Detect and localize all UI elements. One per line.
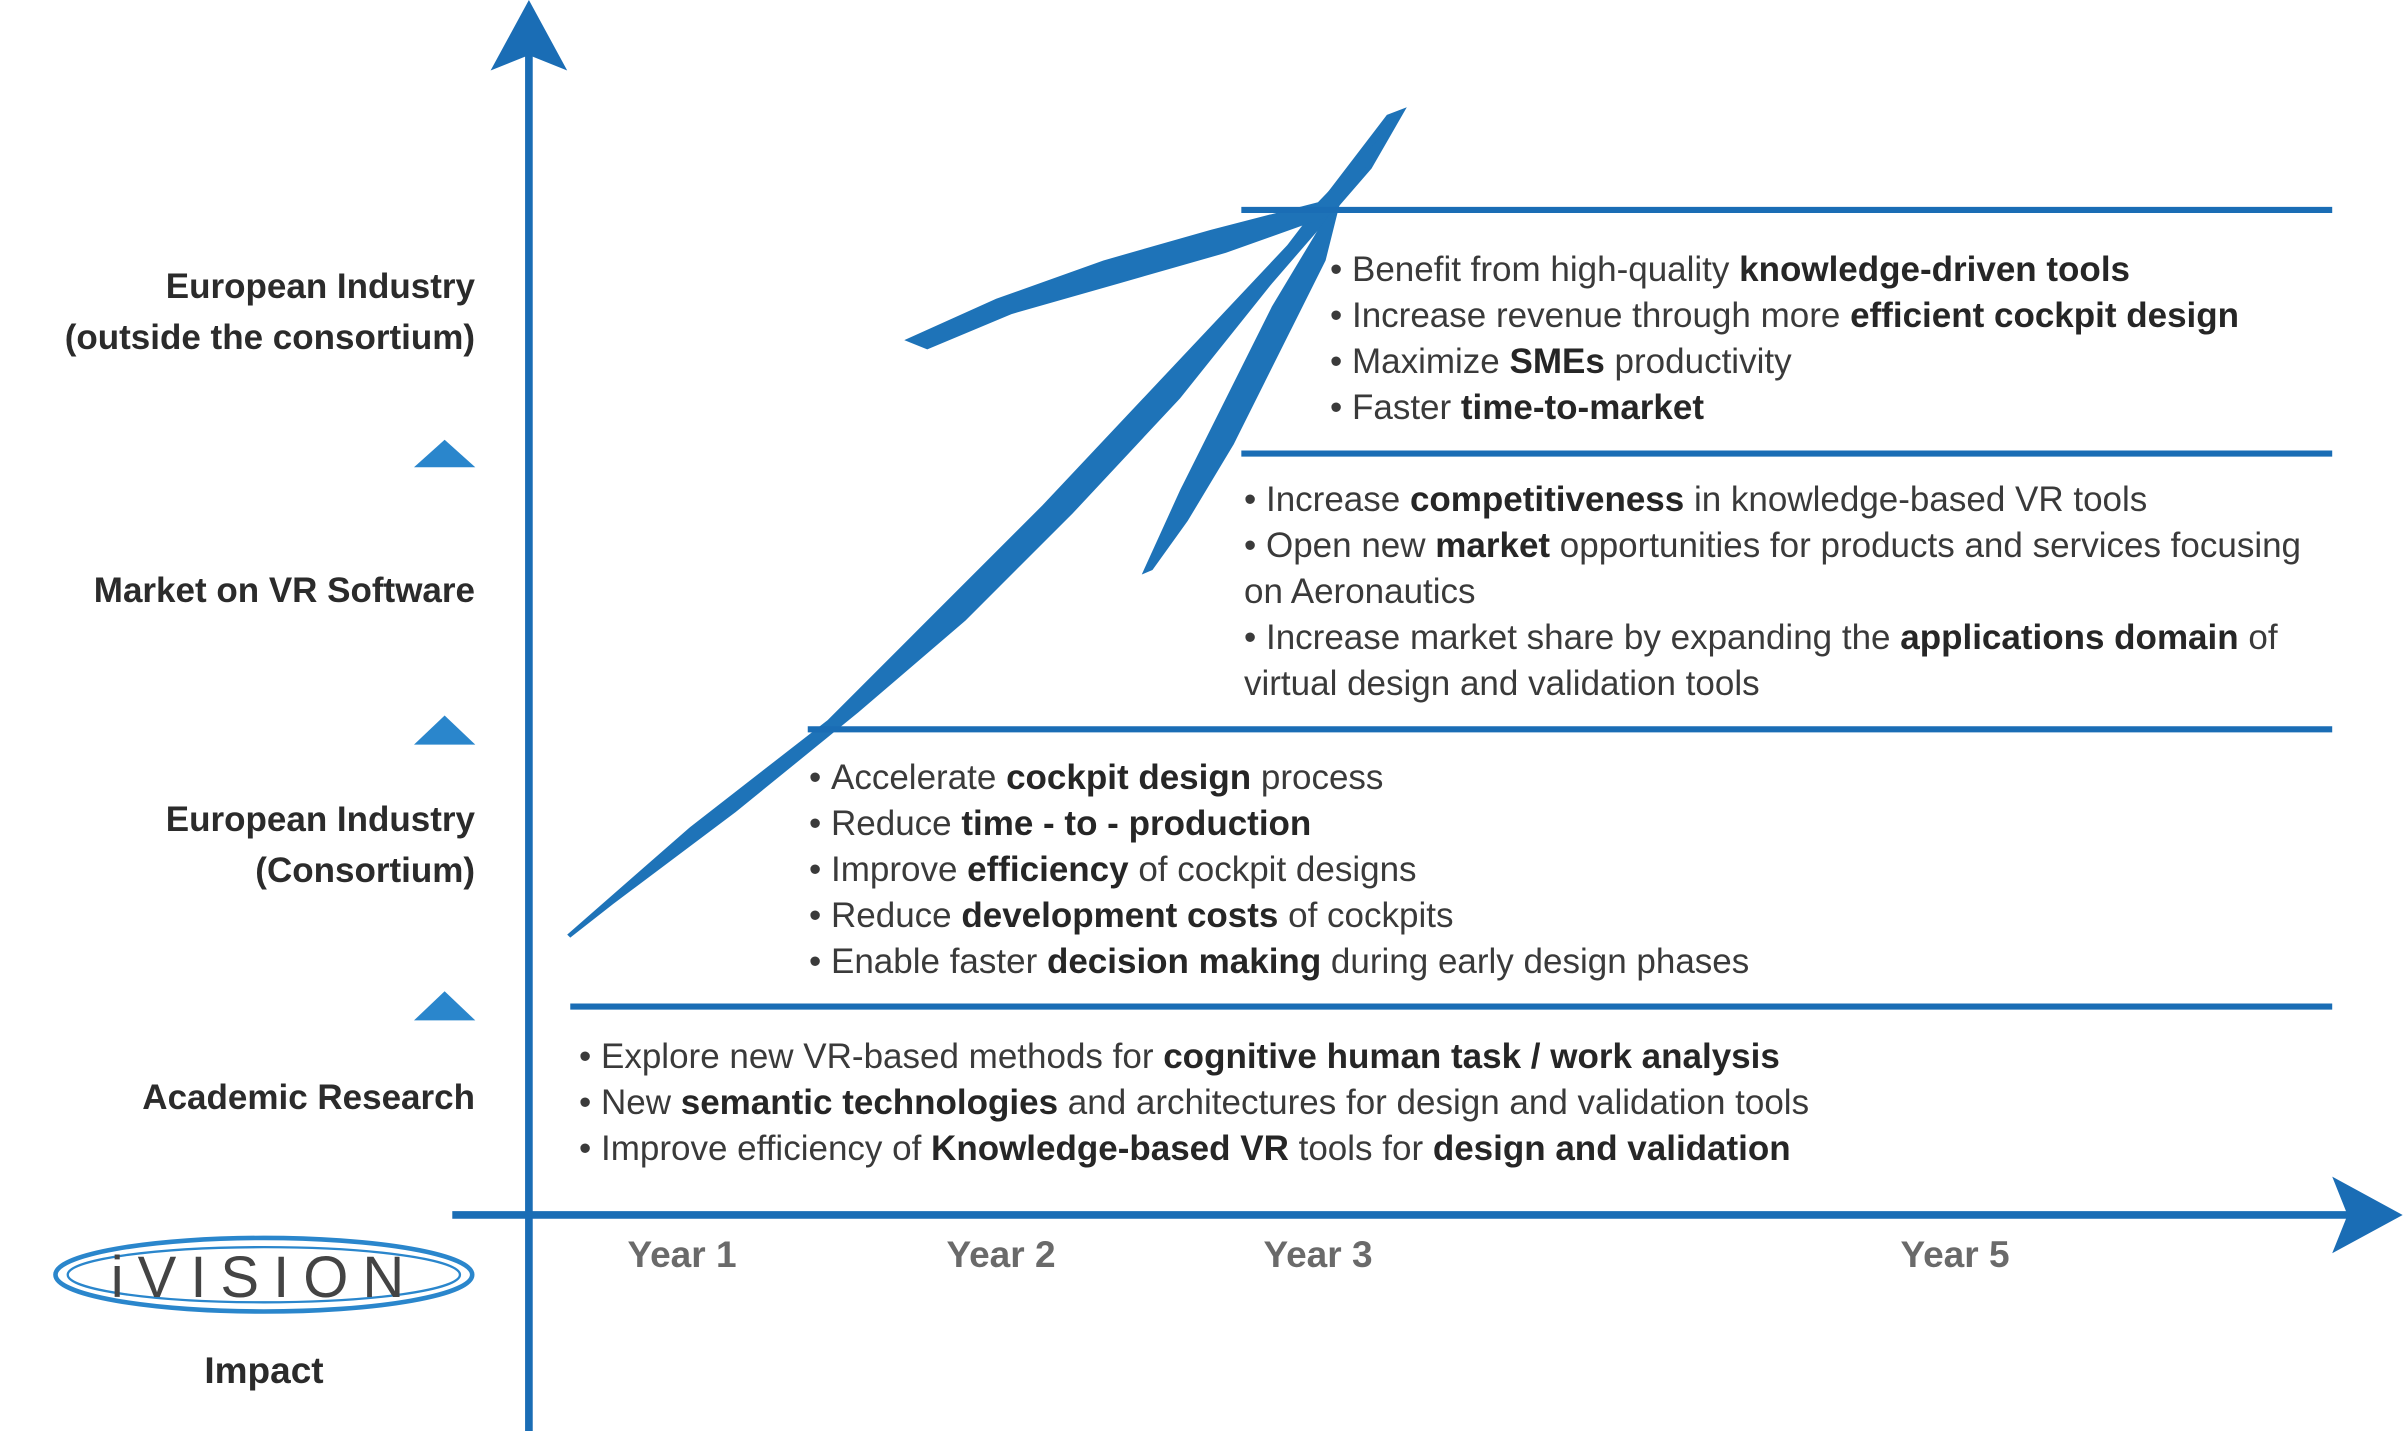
text: Reduce <box>830 896 962 935</box>
text: Faster <box>1351 388 1461 427</box>
text: in knowledge-based VR tools <box>1684 480 2148 519</box>
text: process <box>1251 758 1384 797</box>
bold-text: SMEs <box>1509 342 1605 381</box>
text: Increase market share by expanding the <box>1265 618 1901 657</box>
impact-group: Accelerate cockpit design processReduce … <box>809 755 2335 985</box>
bullet: Reduce development costs of cockpits <box>809 893 2335 939</box>
bullet: Benefit from high-quality knowledge-driv… <box>1330 247 2335 293</box>
text: Enable faster <box>830 942 1047 981</box>
level-line: European Industry <box>165 267 475 306</box>
bold-text: cockpit design <box>1006 758 1252 797</box>
text: New <box>600 1083 681 1122</box>
bullet: Enable faster decision making during ear… <box>809 939 2335 985</box>
text: opportunities for products and services … <box>1244 526 2302 611</box>
level-line: Market on VR Software <box>93 571 475 610</box>
text: of cockpits <box>1278 896 1454 935</box>
text: Improve efficiency of <box>600 1129 932 1168</box>
bold-text: development costs <box>961 896 1279 935</box>
bullet: Improve efficiency of Knowledge-based VR… <box>579 1126 2335 1172</box>
text: Increase <box>1265 480 1410 519</box>
bold-text: semantic technologies <box>680 1083 1059 1122</box>
bullet: Open new market opportunities for produc… <box>1244 523 2335 615</box>
axis-label: Impact <box>204 1350 324 1391</box>
impact-group: Increase competitiveness in knowledge-ba… <box>1244 477 2335 707</box>
level-line: Academic Research <box>142 1078 475 1117</box>
bold-text: design and validation <box>1432 1129 1791 1168</box>
bullet: Maximize SMEs productivity <box>1330 339 2335 385</box>
level-line: European Industry <box>165 800 475 839</box>
brush-arrow <box>567 107 1407 938</box>
level-line: (outside the consortium) <box>64 318 475 357</box>
bullet: Accelerate cockpit design process <box>809 755 2335 801</box>
level-label: European Industry (Consortium) <box>166 794 475 896</box>
year-label: Year 2 <box>946 1234 1056 1275</box>
level-label: Market on VR Software <box>94 565 475 616</box>
year-label: Year 1 <box>627 1234 737 1275</box>
text: productivity <box>1604 342 1792 381</box>
bold-text: time-to-market <box>1460 388 1705 427</box>
bullet: Improve efficiency of cockpit designs <box>809 847 2335 893</box>
bullet: Increase competitiveness in knowledge-ba… <box>1244 477 2335 523</box>
text: and architectures for design and validat… <box>1058 1083 1810 1122</box>
text: of cockpit designs <box>1128 850 1417 889</box>
bold-text: market <box>1435 526 1551 565</box>
text: Accelerate <box>830 758 1007 797</box>
bold-text: applications domain <box>1900 618 2239 657</box>
bold-text: efficiency <box>967 850 1129 889</box>
year-label: Year 3 <box>1263 1234 1373 1275</box>
impact-group: Benefit from high-quality knowledge-driv… <box>1330 247 2335 431</box>
bold-text: decision making <box>1046 942 1322 981</box>
impact-group: Explore new VR-based methods for cogniti… <box>579 1034 2335 1172</box>
text: of virtual design and validation tools <box>1244 618 2278 703</box>
level-label: European Industry (outside the consortium… <box>65 261 475 363</box>
text: Open new <box>1265 526 1436 565</box>
bullet: Faster time-to-market <box>1330 385 2335 431</box>
text: Increase revenue through more <box>1351 296 1851 335</box>
bold-text: competitiveness <box>1409 480 1685 519</box>
bullet: Explore new VR-based methods for cogniti… <box>579 1034 2335 1080</box>
separators <box>570 206 2333 1010</box>
bold-text: cognitive human task / work analysis <box>1163 1037 1780 1076</box>
bold-text: efficient cockpit design <box>1850 296 2240 335</box>
level-arrows <box>413 439 476 1021</box>
bold-text: time - to - production <box>961 804 1312 843</box>
level-line: (Consortium) <box>255 851 475 890</box>
bullet: Increase revenue through more efficient … <box>1330 293 2335 339</box>
text: Benefit from high-quality <box>1351 250 1740 289</box>
text: Explore new VR-based methods for <box>600 1037 1164 1076</box>
bullet: Increase market share by expanding the a… <box>1244 615 2335 707</box>
text: tools for <box>1288 1129 1433 1168</box>
bullet: New semantic technologies and architectu… <box>579 1080 2335 1126</box>
text: Improve <box>830 850 968 889</box>
text: Maximize <box>1351 342 1510 381</box>
axes <box>452 0 2403 1431</box>
logo: iVISION <box>110 1245 419 1310</box>
text: during early design phases <box>1321 942 1750 981</box>
text: Reduce <box>830 804 962 843</box>
level-label: Academic Research <box>142 1072 475 1123</box>
bold-text: Knowledge-based VR <box>931 1129 1289 1168</box>
bold-text: knowledge-driven tools <box>1739 250 2131 289</box>
logo-frame <box>53 1235 475 1314</box>
year-label: Year 5 <box>1900 1234 2010 1275</box>
bullet: Reduce time - to - production <box>809 801 2335 847</box>
